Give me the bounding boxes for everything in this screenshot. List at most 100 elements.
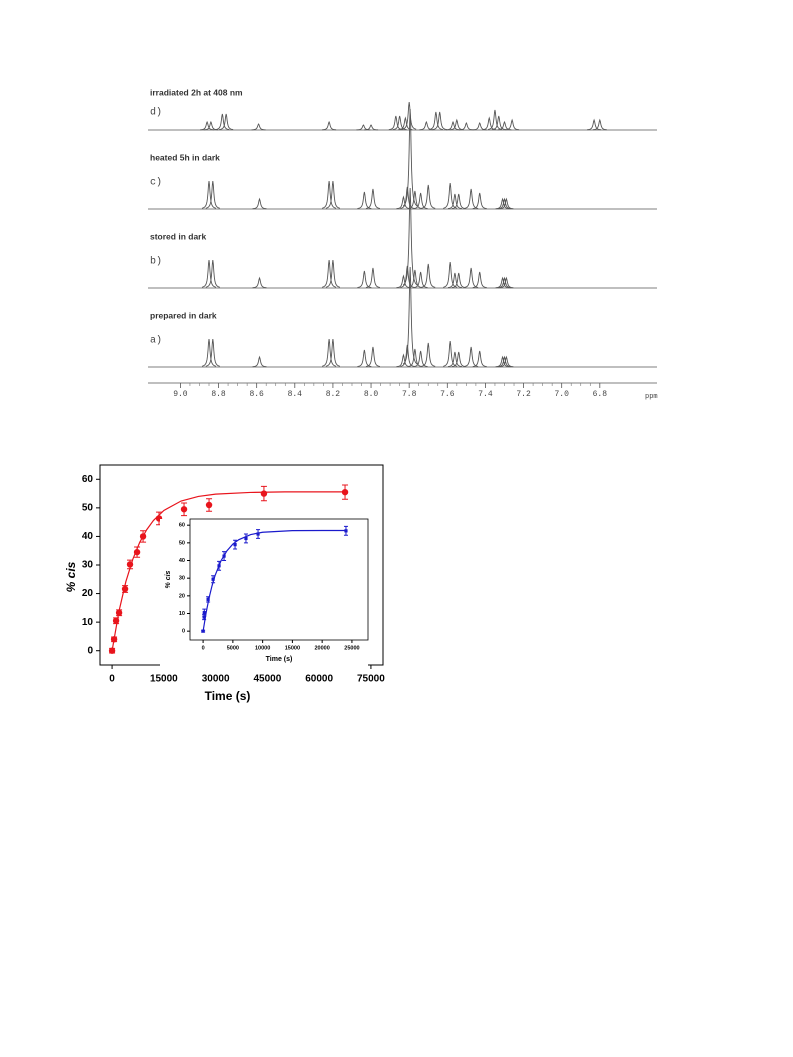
x-tick-label: 15000	[150, 674, 178, 685]
peak	[419, 120, 434, 131]
data-point	[260, 490, 268, 497]
peak	[451, 272, 466, 289]
x-tick-label: 20000	[315, 645, 330, 651]
peak	[499, 197, 514, 210]
x-tick-label: 7.0	[554, 390, 569, 399]
data-point	[233, 543, 237, 547]
spectrum-label: stored in dark	[150, 231, 206, 241]
peak	[407, 269, 422, 288]
peak	[451, 193, 466, 210]
peak	[201, 338, 217, 367]
y-axis-label: % cis	[64, 561, 78, 592]
x-axis-label: Time (s)	[266, 656, 293, 663]
peak	[321, 180, 337, 209]
peak	[400, 186, 415, 209]
peak	[357, 270, 372, 288]
x-tick-label: 7.2	[516, 390, 531, 399]
peak	[464, 267, 479, 288]
peak	[321, 338, 337, 367]
x-tick-label: 6.8	[593, 390, 608, 399]
y-tick-label: 0	[182, 629, 185, 635]
x-tick-label: 25000	[344, 645, 359, 651]
data-point	[202, 615, 206, 619]
peak	[251, 123, 266, 131]
y-tick-label: 60	[179, 523, 185, 529]
x-tick-label: 45000	[253, 674, 281, 685]
x-tick-label: 7.8	[402, 390, 417, 399]
peak	[447, 193, 462, 210]
peak	[201, 180, 217, 209]
peak	[445, 120, 461, 131]
peak	[201, 259, 217, 288]
peak	[464, 188, 479, 209]
y-tick-label: 40	[82, 531, 94, 542]
peak	[215, 113, 230, 130]
peak	[413, 350, 428, 367]
peak	[364, 124, 379, 131]
inset-background	[160, 519, 368, 670]
x-tick-label: 5000	[227, 645, 239, 651]
y-tick-label: 50	[179, 540, 185, 546]
data-point	[108, 647, 116, 654]
data-point	[344, 529, 348, 533]
y-tick-label: 30	[82, 560, 94, 571]
spectrum-label: irradiated 2h at 408 nm	[150, 87, 243, 97]
peak	[592, 118, 607, 131]
peak	[447, 351, 462, 368]
peak	[451, 351, 466, 368]
peak	[322, 120, 337, 131]
spectrum-tag: c)	[150, 177, 162, 189]
peak	[472, 350, 487, 367]
data-point	[180, 506, 188, 513]
peak	[205, 180, 220, 209]
peak	[252, 276, 267, 289]
y-tick-label: 40	[179, 558, 185, 564]
x-tick-label: 8.6	[249, 390, 264, 399]
data-point	[206, 597, 210, 601]
peak	[421, 263, 436, 288]
x-tick-label: 8.8	[211, 390, 226, 399]
peak	[472, 271, 487, 288]
peak	[325, 259, 341, 288]
x-tick-label: 75000	[357, 674, 385, 685]
spectrum-tag: b)	[150, 256, 162, 268]
peak	[402, 101, 417, 130]
peak	[487, 109, 503, 130]
peak	[499, 355, 514, 368]
peak	[365, 346, 381, 367]
peak	[587, 118, 602, 131]
peak	[400, 265, 415, 288]
peak	[472, 192, 487, 209]
x-tick-label: 9.0	[173, 390, 188, 399]
peak	[219, 113, 234, 130]
x-tick-label: 8.4	[288, 390, 303, 399]
y-tick-label: 20	[82, 588, 94, 599]
peak	[325, 338, 341, 367]
y-tick-label: 10	[179, 611, 185, 617]
peak	[421, 342, 436, 367]
x-tick-label: 10000	[255, 645, 270, 651]
peak	[459, 121, 474, 131]
x-tick-label: 60000	[305, 674, 333, 685]
peak	[252, 355, 267, 368]
peak	[464, 346, 479, 367]
peak	[365, 267, 381, 288]
x-tick-label: 0	[202, 645, 205, 651]
data-point	[211, 577, 215, 581]
data-point	[256, 532, 260, 536]
plot-frame	[189, 518, 369, 641]
peak	[400, 344, 415, 367]
y-tick-label: 50	[82, 502, 94, 513]
x-tick-label: 7.6	[440, 390, 455, 399]
peak	[407, 348, 422, 367]
peak	[398, 116, 413, 131]
peak	[365, 188, 381, 209]
x-tick-label: 8.2	[326, 390, 341, 399]
peak	[447, 272, 462, 289]
peak	[421, 184, 436, 209]
y-tick-label: 60	[82, 474, 94, 485]
peak	[432, 111, 447, 130]
peak	[357, 191, 372, 209]
peak	[325, 180, 341, 209]
